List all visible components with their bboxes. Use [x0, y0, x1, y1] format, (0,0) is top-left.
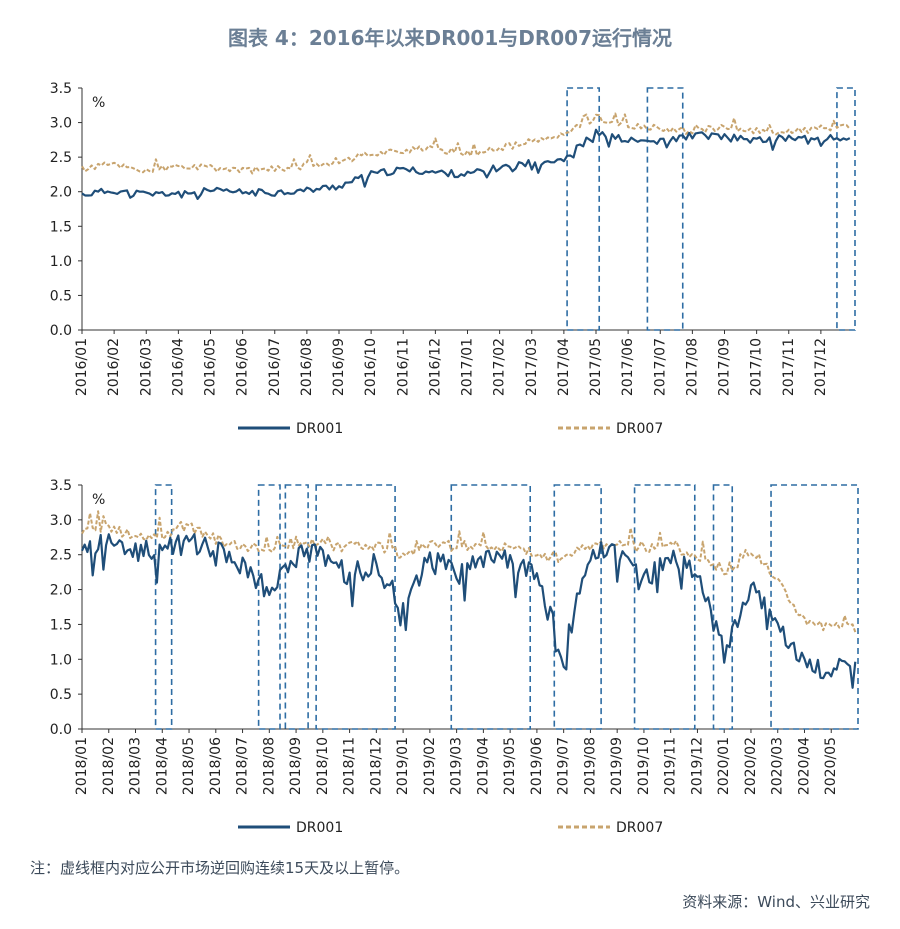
x-tick-label: 2017/10 — [749, 338, 765, 396]
x-tick-label: 2019/12 — [689, 737, 705, 795]
x-tick-label: 2017/03 — [524, 338, 540, 396]
x-tick-label: 2016/01 — [74, 338, 90, 396]
x-tick-label: 2020/01 — [716, 737, 732, 795]
y-tick-label: 0.5 — [50, 288, 72, 304]
x-tick-label: 2020/05 — [823, 737, 839, 795]
x-tick-label: 2017/02 — [492, 338, 508, 396]
suspension-box — [712, 484, 734, 730]
series-line-dr001 — [80, 533, 857, 689]
legend-label-dr007: DR007 — [616, 421, 663, 437]
x-tick-label: 2017/09 — [717, 338, 733, 396]
x-tick-label: 2017/08 — [684, 338, 700, 396]
x-tick-label: 2018/02 — [101, 737, 117, 795]
series-line-dr001 — [81, 128, 851, 200]
x-tick-label: 2019/07 — [556, 737, 572, 795]
suspension-box — [284, 484, 309, 730]
x-tick-label: 2019/11 — [663, 737, 679, 795]
x-tick-label: 2016/05 — [203, 338, 219, 396]
x-tick-label: 2017/04 — [556, 338, 572, 396]
x-tick-label: 2016/10 — [363, 338, 379, 396]
suspension-box — [836, 87, 856, 331]
x-tick-label: 2017/05 — [588, 338, 604, 396]
suspension-box — [633, 484, 696, 730]
x-tick-label: 2019/04 — [475, 737, 491, 795]
x-tick-label: 2019/05 — [502, 737, 518, 795]
y-tick-label: 0.5 — [50, 687, 72, 703]
x-tick-label: 2019/03 — [449, 737, 465, 795]
y-tick-label: 2.5 — [50, 150, 72, 166]
suspension-box — [315, 484, 396, 730]
y-tick-label: 3.5 — [50, 478, 72, 494]
x-tick-label: 2018/07 — [235, 737, 251, 795]
x-tick-label: 2018/06 — [208, 737, 224, 795]
y-tick-label: 3.5 — [50, 81, 72, 97]
y-tick-label: 3.0 — [50, 116, 72, 132]
x-tick-label: 2019/10 — [636, 737, 652, 795]
x-tick-label: 2017/06 — [620, 338, 636, 396]
x-tick-label: 2016/02 — [106, 338, 122, 396]
legend-label-dr007: DR007 — [616, 820, 663, 836]
x-tick-label: 2016/08 — [299, 338, 315, 396]
y-tick-label: 2.0 — [50, 583, 72, 599]
x-tick-label: 2018/05 — [181, 737, 197, 795]
chart-panel-2018-2020: 0.0 0.5 1.0 1.5 2.0 2.5 3.0 3.5% 2018/01 2018/02 2… — [50, 478, 859, 836]
suspension-box — [770, 484, 859, 730]
x-tick-label: 2020/04 — [796, 737, 812, 795]
y-tick-label: 1.0 — [50, 652, 72, 668]
suspension-box — [566, 87, 601, 331]
x-tick-label: 2018/11 — [342, 737, 358, 795]
footnote: 注：虚线框内对应公开市场逆回购连续15天及以上暂停。 — [30, 859, 410, 877]
x-tick-label: 2016/07 — [267, 338, 283, 396]
legend-label-dr001: DR001 — [296, 820, 343, 836]
x-tick-label: 2016/03 — [138, 338, 154, 396]
suspension-box — [257, 484, 281, 730]
x-tick-label: 2019/02 — [422, 737, 438, 795]
y-tick-label: 1.5 — [50, 617, 72, 633]
x-tick-label: 2019/01 — [395, 737, 411, 795]
series-line-dr007 — [81, 510, 857, 633]
x-tick-label: 2018/08 — [261, 737, 277, 795]
y-unit-label: % — [92, 95, 105, 111]
suspension-box — [154, 484, 173, 730]
x-tick-label: 2018/03 — [128, 737, 144, 795]
y-tick-label: 2.0 — [50, 185, 72, 201]
x-tick-label: 2018/12 — [368, 737, 384, 795]
y-tick-label: 0.0 — [50, 323, 72, 339]
x-tick-label: 2016/12 — [427, 338, 443, 396]
source-note: 资料来源：Wind、兴业研究 — [682, 893, 870, 911]
y-unit-label: % — [92, 492, 105, 508]
x-tick-label: 2016/11 — [395, 338, 411, 396]
x-tick-label: 2018/01 — [74, 737, 90, 795]
series-line-dr007 — [81, 112, 851, 175]
x-tick-label: 2020/02 — [743, 737, 759, 795]
x-tick-label: 2017/12 — [813, 338, 829, 396]
suspension-box — [646, 87, 684, 331]
y-tick-label: 3.0 — [50, 513, 72, 529]
x-tick-label: 2019/09 — [609, 737, 625, 795]
legend-label-dr001: DR001 — [296, 421, 343, 437]
x-tick-label: 2018/09 — [288, 737, 304, 795]
x-tick-label: 2020/03 — [770, 737, 786, 795]
y-tick-label: 0.0 — [50, 722, 72, 738]
x-tick-label: 2016/04 — [170, 338, 186, 396]
suspension-box — [450, 484, 532, 730]
x-tick-label: 2019/06 — [529, 737, 545, 795]
x-tick-label: 2017/01 — [460, 338, 476, 396]
x-tick-label: 2018/10 — [315, 737, 331, 795]
x-tick-label: 2016/06 — [235, 338, 251, 396]
y-tick-label: 2.5 — [50, 548, 72, 564]
chart-panel-2016-2017: 0.0 0.5 1.0 1.5 2.0 2.5 3.0 3.5% 2016/01 2016/02 2… — [50, 81, 856, 437]
suspension-box — [553, 484, 602, 730]
x-tick-label: 2019/08 — [582, 737, 598, 795]
x-tick-label: 2017/11 — [781, 338, 797, 396]
x-tick-label: 2016/09 — [331, 338, 347, 396]
x-tick-label: 2017/07 — [652, 338, 668, 396]
x-tick-label: 2018/04 — [154, 737, 170, 795]
chart-title: 图表 4：2016年以来DR001与DR007运行情况 — [227, 26, 673, 50]
y-tick-label: 1.5 — [50, 219, 72, 235]
y-tick-label: 1.0 — [50, 254, 72, 270]
